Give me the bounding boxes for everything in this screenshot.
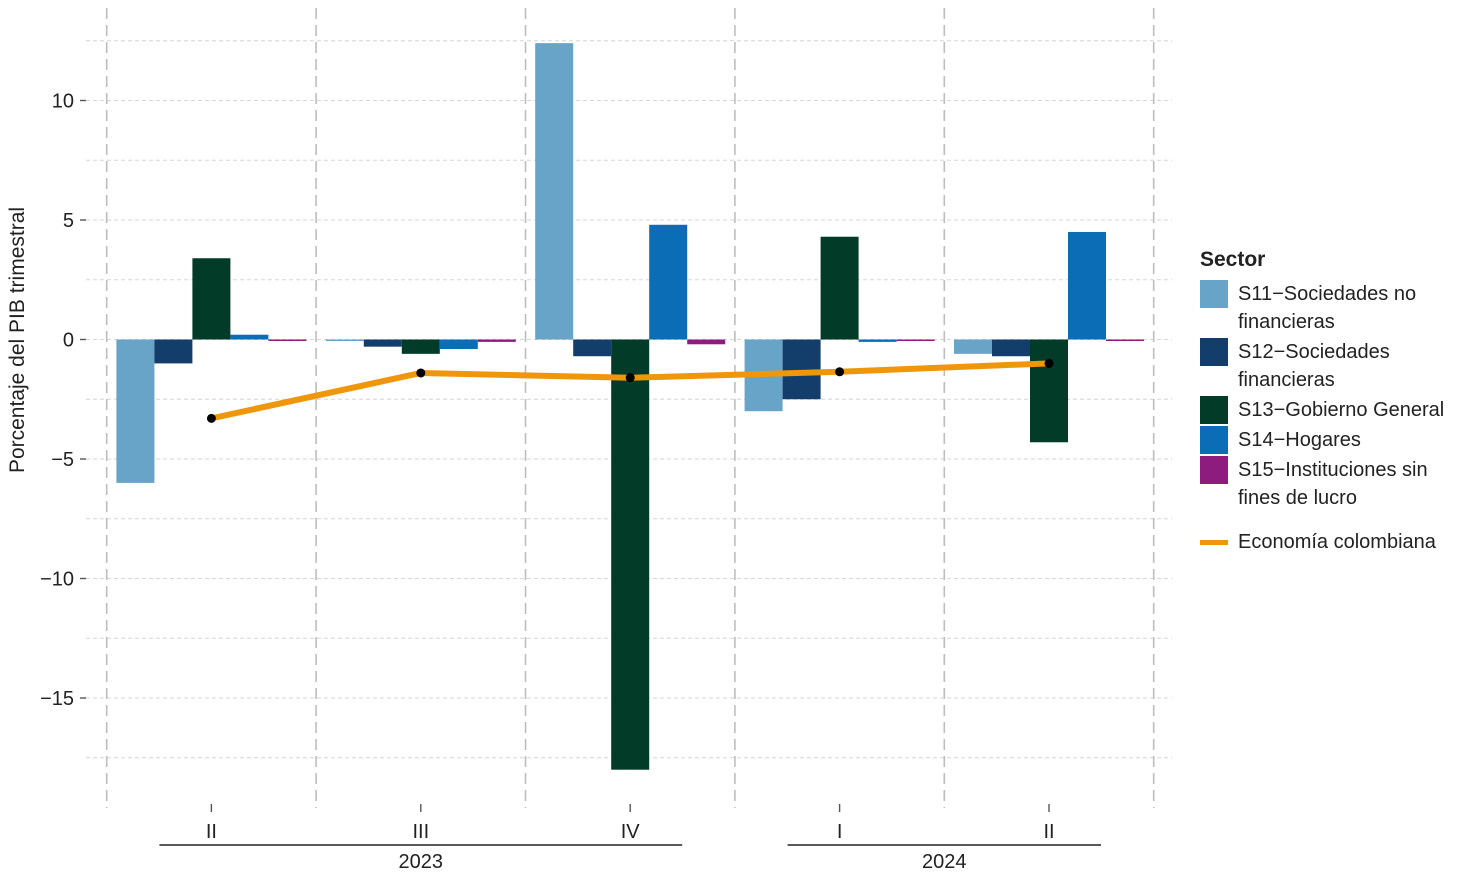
legend-label: S12−Sociedades financieras — [1238, 341, 1390, 391]
legend-swatch — [1200, 426, 1228, 454]
legend-swatch — [1200, 280, 1228, 308]
bar — [325, 339, 364, 341]
y-axis: 10 5 0 −5 −10 −15 — [40, 91, 86, 710]
category-separators — [105, 8, 1155, 808]
y-tick-label: 10 — [52, 91, 74, 113]
bar — [687, 339, 726, 345]
legend-item: S13−Gobierno General — [1200, 396, 1475, 424]
x-tick-label: IV — [621, 821, 641, 843]
legend-label: S13−Gobierno General — [1238, 399, 1445, 421]
legend-label: S15−Instituciones sin fines de lucro — [1238, 459, 1428, 509]
bar — [477, 339, 516, 342]
legend-swatch — [1200, 338, 1228, 366]
line-point — [206, 413, 216, 423]
x-tick-label: III — [412, 821, 429, 843]
line-point — [1044, 358, 1054, 368]
line-point — [416, 368, 426, 378]
y-axis-title: Porcentaje del PIB trimestral — [6, 207, 29, 473]
bar — [649, 224, 688, 340]
year-group-label: 2023 — [399, 851, 444, 873]
bar — [154, 339, 193, 364]
bar — [439, 339, 478, 350]
legend-item: S11−Sociedades no financieras — [1200, 280, 1475, 336]
legend-item: S14−Hogares — [1200, 426, 1475, 454]
bar — [820, 236, 859, 340]
x-tick-label: I — [837, 821, 843, 843]
x-tick-label: II — [206, 821, 217, 843]
legend-swatch — [1200, 396, 1228, 424]
bar — [573, 339, 612, 357]
legend-title: Sector — [1200, 248, 1266, 271]
legend-swatch — [1200, 456, 1228, 484]
bar — [1030, 339, 1068, 443]
legend-line-label: Economía colombiana — [1238, 531, 1436, 553]
x-tick-label: II — [1043, 821, 1054, 843]
legend: Sector S11−Sociedades no financieras S12−… — [1200, 248, 1475, 558]
y-tick-label: 5 — [63, 210, 74, 232]
bar-group — [116, 43, 1144, 770]
line-point — [625, 373, 635, 383]
y-tick-label: 0 — [63, 330, 74, 352]
bar — [230, 334, 269, 340]
y-tick-label: −10 — [40, 569, 74, 591]
legend-item: S12−Sociedades financieras — [1200, 338, 1475, 394]
y-tick-label: −15 — [40, 688, 74, 710]
legend-item-line: Economía colombiana — [1200, 528, 1475, 556]
bar — [268, 339, 307, 341]
legend-line-swatch — [1200, 528, 1228, 556]
line-series — [206, 358, 1054, 423]
bar — [116, 339, 155, 483]
legend-label: S14−Hogares — [1238, 429, 1361, 451]
bar — [992, 339, 1030, 357]
bar — [782, 339, 821, 400]
year-group-label: 2024 — [922, 851, 967, 873]
line-point — [835, 367, 845, 377]
legend-items: S11−Sociedades no financieras S12−Socieda… — [1200, 280, 1475, 512]
bar — [1068, 231, 1106, 340]
bar — [954, 339, 992, 354]
bar — [401, 339, 440, 354]
legend-label: S11−Sociedades no financieras — [1238, 283, 1417, 333]
y-tick-label: −5 — [51, 449, 74, 471]
bar — [896, 339, 935, 341]
bar — [363, 339, 402, 347]
bar — [611, 339, 650, 770]
bar — [535, 43, 574, 340]
bar — [192, 258, 231, 340]
bar — [858, 339, 897, 342]
bar — [1106, 339, 1144, 341]
legend-item: S15−Instituciones sin fines de lucro — [1200, 456, 1475, 512]
